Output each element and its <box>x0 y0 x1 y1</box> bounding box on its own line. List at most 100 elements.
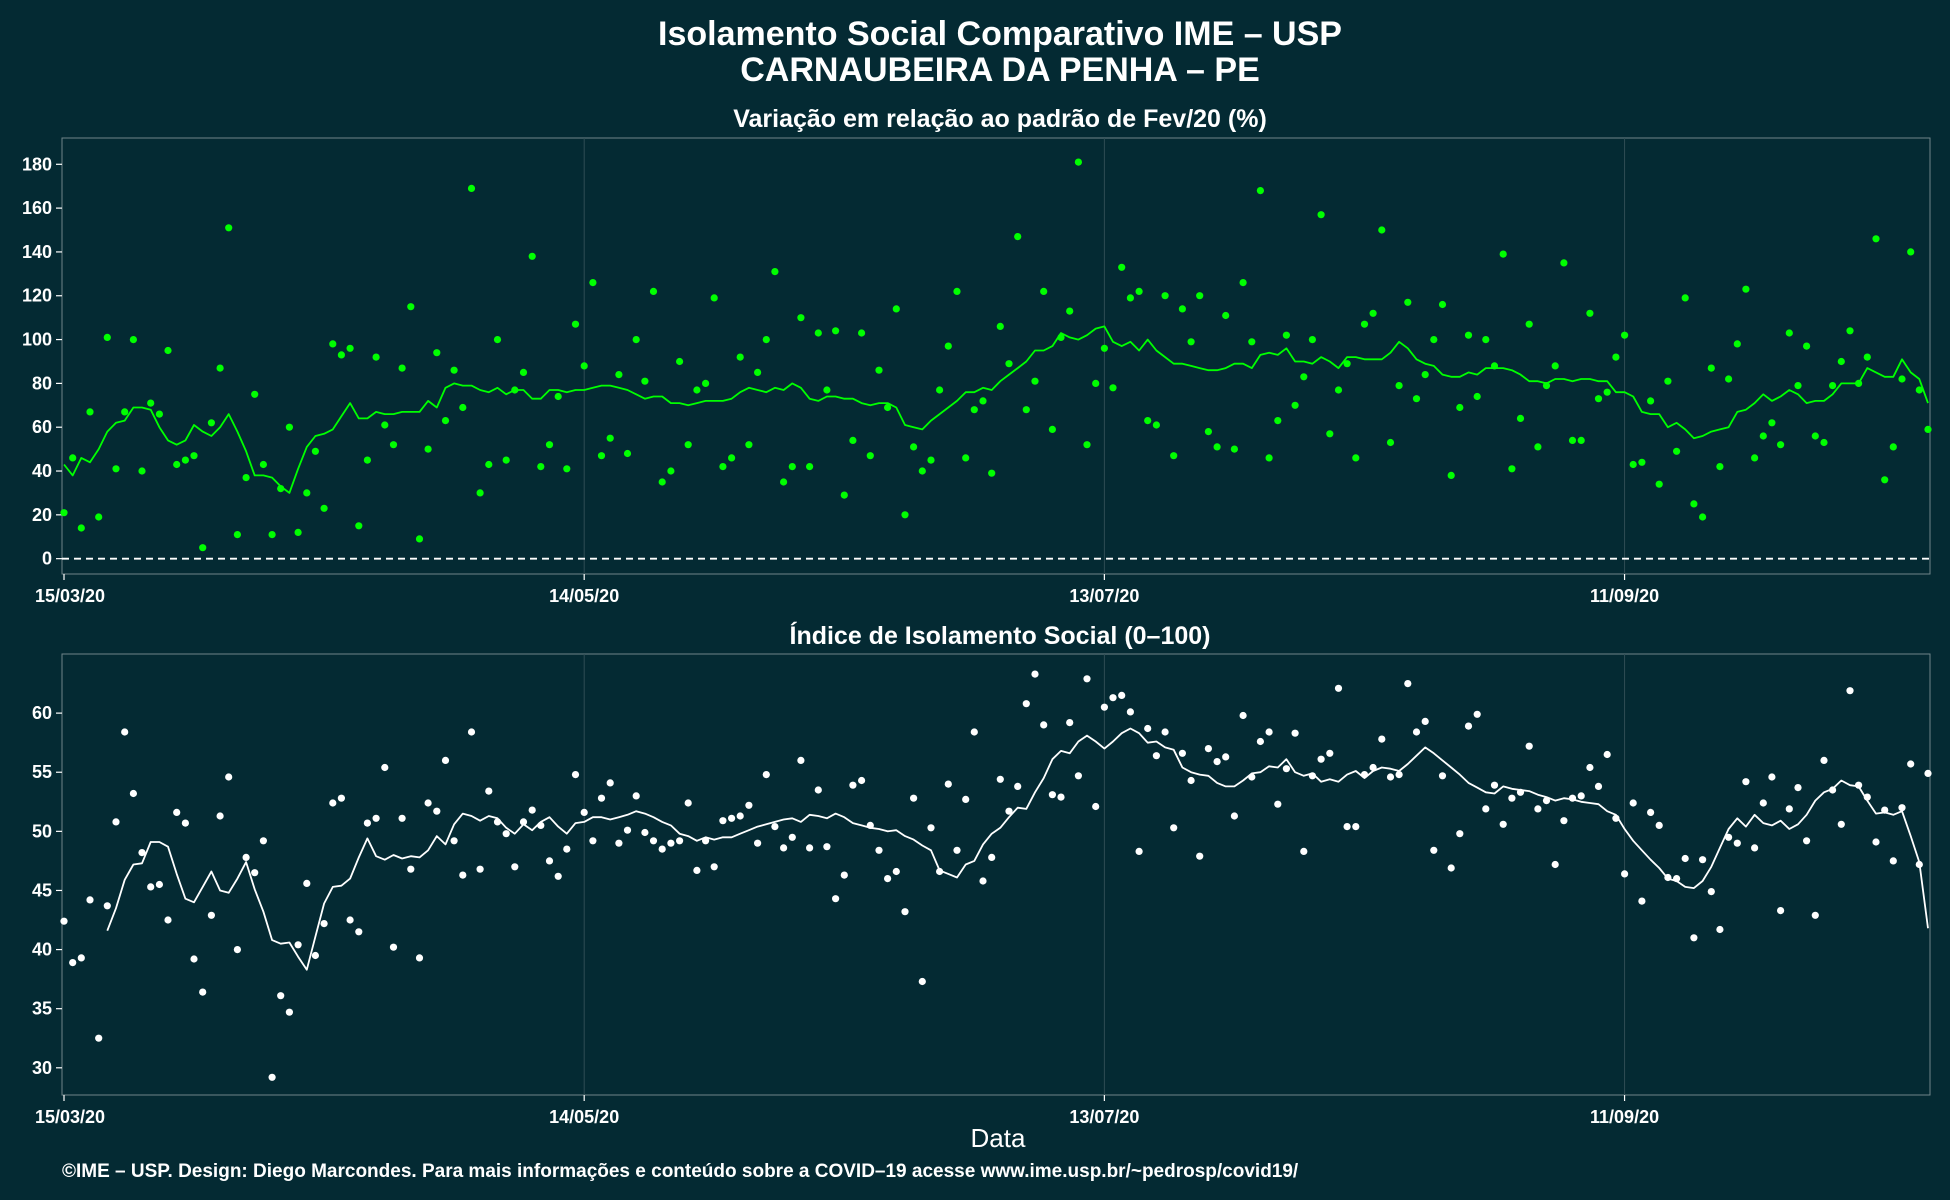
panel1-data-point <box>1386 438 1395 447</box>
panel1-data-point <box>207 419 215 427</box>
panel2-data-point <box>1594 782 1603 791</box>
chart-title-line1: Isolamento Social Comparativo IME – USP <box>658 15 1342 53</box>
panel2-data-point <box>918 977 926 986</box>
panel2-data-point <box>1629 799 1637 807</box>
panel1-x-tick-label: 13/07/20 <box>1069 586 1139 606</box>
panel2-data-point <box>849 781 857 789</box>
panel1-y-tick-label: 100 <box>22 330 52 350</box>
panel1-data-point <box>823 386 831 394</box>
panel2-data-point <box>702 837 710 845</box>
panel1-data-point <box>1777 441 1785 449</box>
panel2-data-point <box>398 814 406 822</box>
panel1-y-tick-label: 0 <box>42 549 52 569</box>
panel1-data-point <box>476 489 484 497</box>
panel2-data-point <box>1707 888 1715 896</box>
panel2-data-point <box>1144 724 1152 733</box>
panel2-data-point <box>1673 875 1681 883</box>
panel2-data-point <box>346 916 354 924</box>
panel1-data-point <box>892 305 900 313</box>
panel2-data-point <box>415 954 424 962</box>
panel2-data-point <box>303 879 311 888</box>
panel1-data-point <box>1170 452 1178 460</box>
panel1-data-point <box>710 294 718 302</box>
panel1-data-point <box>86 408 94 416</box>
panel2-data-point <box>511 863 519 871</box>
panel1-data-point <box>467 184 476 192</box>
panel1-data-point <box>1222 311 1230 320</box>
panel2-data-point <box>155 880 163 889</box>
panel1-data-point <box>251 390 259 398</box>
panel1-data-point <box>1196 292 1204 300</box>
panel2-data-point <box>641 828 649 837</box>
panel1-data-point <box>1542 382 1551 390</box>
panel1-data-point <box>996 322 1004 330</box>
panel1-data-point <box>875 366 883 374</box>
panel2-data-point <box>1031 670 1039 678</box>
panel2-data-point <box>927 824 935 832</box>
panel2-data-point <box>771 823 779 831</box>
panel1-data-point <box>303 489 311 497</box>
panel1-data-point <box>225 224 233 232</box>
panel2-data-point <box>1048 791 1056 799</box>
panel1-data-point <box>1421 371 1429 379</box>
panel2-data-point <box>1170 824 1178 832</box>
panel1-data-point <box>728 454 736 462</box>
panel2-data-point <box>1898 804 1906 812</box>
panel1-data-point <box>1907 248 1915 256</box>
panel2-data-point <box>1577 792 1585 800</box>
panel2-data-point <box>1846 687 1854 695</box>
panel1-data-point <box>1074 158 1082 166</box>
panel1-y-tick-label: 180 <box>22 154 52 174</box>
panel2-data-point <box>1733 839 1741 847</box>
panel1-data-point <box>1612 353 1620 361</box>
panel2-data-point <box>476 865 484 873</box>
panel1-data-point <box>676 357 684 366</box>
panel2-data-point <box>103 902 111 910</box>
panel2-x-tick-label: 14/05/20 <box>549 1107 619 1127</box>
panel2-data-point <box>1525 742 1533 750</box>
panel2-data-point <box>1837 820 1845 828</box>
panel2-data-point <box>1274 800 1282 808</box>
panel1-data-point <box>1621 331 1629 339</box>
panel2-data-point <box>1308 772 1316 780</box>
panel2-frame <box>61 653 1931 1096</box>
panel1-data-point <box>1300 373 1308 381</box>
panel2-data-point <box>823 843 831 851</box>
panel1-data-point <box>979 397 987 405</box>
panel2-data-point <box>1742 778 1750 786</box>
panel2-data-point <box>121 728 129 736</box>
panel2-data-point <box>719 817 727 825</box>
panel2-data-point <box>1725 833 1733 841</box>
panel1-data-point <box>1083 441 1091 449</box>
panel2-data-point <box>953 846 961 854</box>
panel1-data-point <box>1274 417 1282 425</box>
panel1-data-point <box>1924 425 1932 433</box>
panel1-data-point <box>69 454 77 462</box>
panel2-data-point <box>832 895 840 903</box>
panel1-data-point <box>814 329 822 337</box>
panel2-data-point <box>1464 722 1473 730</box>
panel1-data-point <box>632 336 640 344</box>
panel1-data-point <box>1716 463 1724 471</box>
footer-caption: ©IME – USP. Design: Diego Marcondes. Par… <box>62 1161 1299 1182</box>
panel1-data-point <box>1092 379 1100 387</box>
panel1-data-point <box>1326 430 1334 438</box>
panel2-data-point <box>970 728 978 736</box>
panel1-data-point <box>190 452 198 460</box>
panel1-data-point <box>1673 447 1681 455</box>
panel1-data-point <box>1863 353 1871 361</box>
panel2-data-point <box>147 883 155 891</box>
panel2-plot: 30 35 40 45 50 55 60 15/03/20 14/05/20 13/07/20 11… <box>32 653 1932 1127</box>
panel2-data-point <box>1872 838 1880 846</box>
panel1-data-point <box>910 443 918 451</box>
panel1-data-point <box>797 314 805 322</box>
panel2-data-point <box>112 818 120 826</box>
panel1-data-point <box>1447 471 1455 479</box>
panel1-data-point <box>702 379 710 387</box>
panel2-data-point <box>1326 749 1334 757</box>
panel1-data-point <box>849 436 857 444</box>
panel1-data-point <box>667 467 675 475</box>
panel2-data-point <box>459 871 467 879</box>
panel1-data-point <box>641 377 649 385</box>
panel2-data-point <box>840 871 848 879</box>
